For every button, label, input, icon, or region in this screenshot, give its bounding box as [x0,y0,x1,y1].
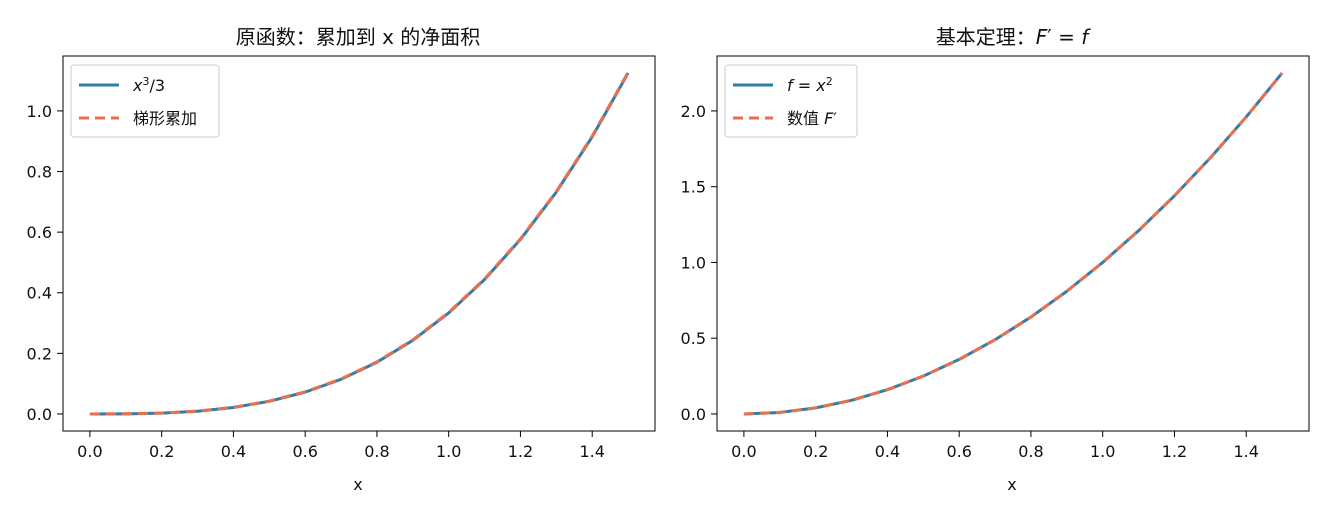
left-legend-box [70,64,220,138]
left-x-tick-label: 1.2 [508,442,533,461]
right-legend: f = x2 数值 F′ [724,64,858,138]
left-x-tick-label: 0.0 [77,442,102,461]
right-chart: 基本定理：F′ = f 0.0 0.2 0.4 0.6 0.8 1.0 1.2 1.40.00… [681,25,1310,494]
left-x-tick-label: 0.2 [149,442,174,461]
right-legend-label-1: f = x2 [787,75,833,96]
left-y-tick-label: 0.4 [27,284,52,303]
right-y-tick-label: 2.0 [681,102,706,121]
right-x-tick-label: 0.2 [803,442,828,461]
left-series-dashed-line [89,71,630,416]
left-x-axis-label: x [353,475,362,494]
left-x-tick-label: 1.0 [436,442,461,461]
left-legend-label-2: 梯形累加 [133,109,197,128]
left-y-tick-label: 1.0 [27,102,52,121]
left-chart-title: 原函数：累加到 x 的净面积 [236,25,481,49]
left-plot-area: 0.0 0.2 0.4 0.6 0.8 1.0 1.2 1.4 0.0 0.2 0.4 0.6 0.8 1… [27,55,656,461]
right-x-tick-label: 0.8 [1018,442,1043,461]
left-x-tick-label: 0.6 [292,442,317,461]
left-y-tick-label: 0.0 [27,405,52,424]
right-y-tick-label: 1.0 [681,253,706,272]
right-axes-frame [716,55,1310,432]
right-x-tick-label: 1.4 [1233,442,1258,461]
left-legend-label-1: x3/3 [132,75,165,96]
right-series-dashed-line [743,72,1284,416]
right-y-tick-label: 0.5 [681,329,706,348]
right-x-tick-label: 0.0 [731,442,756,461]
left-x-tick-label: 0.8 [364,442,389,461]
left-y-tick-label: 0.8 [27,163,52,182]
right-x-tick-label: 1.2 [1162,442,1187,461]
right-y-tick-label: 0.0 [681,405,706,424]
left-y-tick-label: 0.6 [27,223,52,242]
right-x-axis-label: x [1007,475,1016,494]
left-y-tick-label: 0.2 [27,344,52,363]
left-axes-frame [62,55,656,432]
left-chart: 原函数：累加到 x 的净面积 0.0 0.2 0.4 0.6 0.8 1.0 1.2 1.40… [27,25,656,494]
right-legend-label-2: 数值 F′ [787,109,837,128]
right-chart-title: 基本定理：F′ = f [936,25,1092,49]
right-y-tick-label: 1.5 [681,178,706,197]
right-plot-area: 0.0 0.2 0.4 0.6 0.8 1.0 1.2 1.4 0.0 0.5 1.0 1.5 2.0 [681,55,1310,461]
left-legend: x3/3 梯形累加 [70,64,220,138]
right-x-tick-label: 0.4 [875,442,900,461]
right-x-tick-label: 0.6 [946,442,971,461]
right-x-tick-label: 1.0 [1090,442,1115,461]
left-x-tick-label: 0.4 [221,442,246,461]
left-x-tick-label: 1.4 [579,442,604,461]
